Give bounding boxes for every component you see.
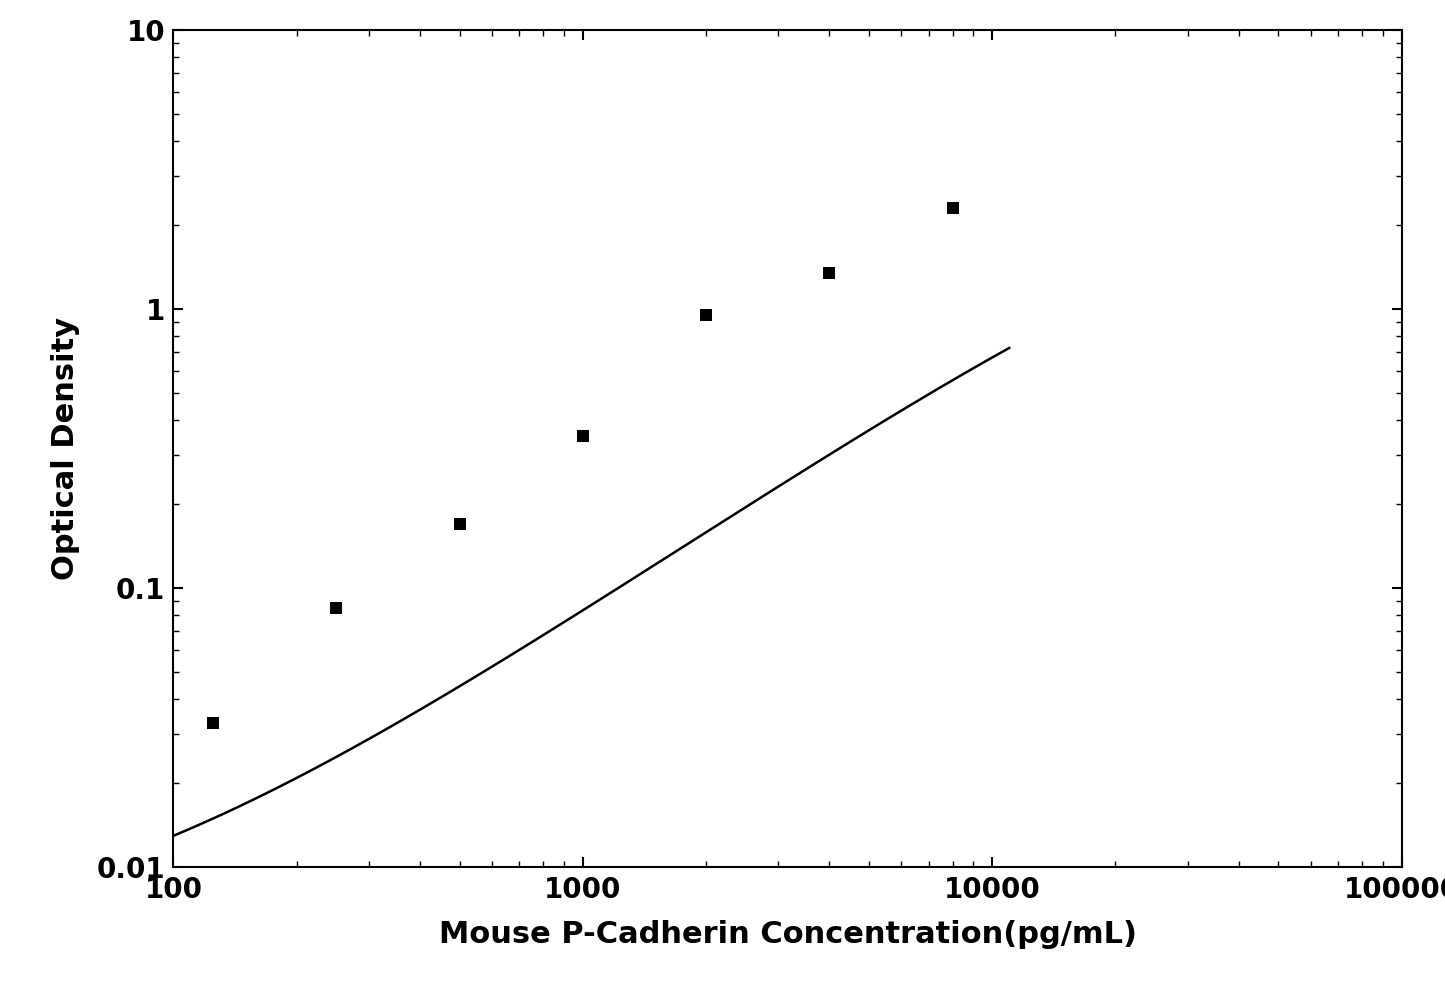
Point xyxy=(201,715,224,731)
Point xyxy=(695,307,718,323)
Y-axis label: Optical Density: Optical Density xyxy=(51,317,79,580)
Point xyxy=(818,265,841,281)
Point xyxy=(941,200,964,216)
Point xyxy=(571,429,594,445)
Point xyxy=(448,515,471,531)
X-axis label: Mouse P-Cadherin Concentration(pg/mL): Mouse P-Cadherin Concentration(pg/mL) xyxy=(438,920,1137,949)
Point xyxy=(325,600,348,616)
